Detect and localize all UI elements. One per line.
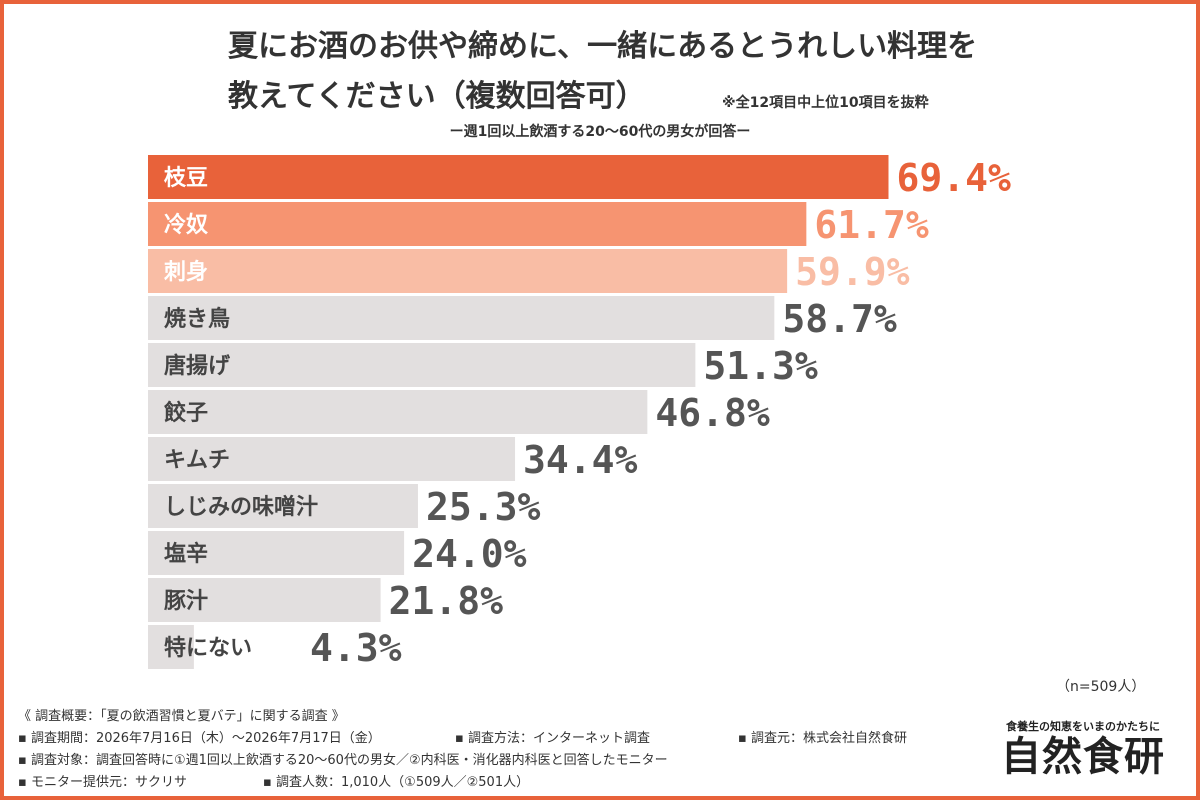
value-label-10: 4.3% — [310, 626, 402, 670]
chart-title: 夏にお酒のお供や締めに、一緒にあるとうれしい料理を 教えてください（複数回答可） — [228, 22, 1028, 122]
brand-name: 自然食研 — [1001, 734, 1165, 780]
bar-8 — [148, 531, 405, 575]
bar-1 — [148, 202, 807, 246]
category-label-3: 焼き鳥 — [164, 306, 230, 332]
category-label-5: 餃子 — [164, 400, 208, 426]
bar-7 — [148, 484, 418, 528]
bar-9 — [148, 578, 381, 622]
bar-6 — [148, 437, 516, 481]
brand-logo: 食養生の知恵をいまのかたちに 自然食研 — [990, 718, 1176, 780]
value-label-9: 21.8% — [389, 579, 504, 623]
bar-4 — [148, 343, 696, 387]
bar-chart: 枝豆 69.4% 冷奴 61.7% 刺身 59.9% 焼き鳥 58.7% 唐揚げ 51.3% 餃子 4… — [148, 155, 1011, 670]
category-label-6: キムチ — [164, 448, 230, 473]
survey-count: ▪ 調査人数：1,010人（①509人／②501人） — [263, 775, 530, 790]
title-line-1: 夏にお酒のお供や締めに、一緒にあるとうれしい料理を — [228, 29, 978, 64]
category-label-1: 冷奴 — [164, 212, 208, 238]
value-label-5: 46.8% — [655, 391, 770, 435]
value-label-6: 34.4% — [523, 438, 638, 482]
survey-period: ▪ 調査期間：2026年7月16日（木）〜2026年7月17日（金） — [18, 731, 381, 746]
survey-target: ▪ 調査対象：調査回答時に①週1回以上飲酒する20〜60代の男女／②内科医・消化… — [18, 753, 668, 768]
bar-0 — [148, 155, 889, 199]
value-label-2: 59.9% — [795, 250, 910, 294]
value-label-4: 51.3% — [703, 344, 818, 388]
value-label-8: 24.0% — [412, 532, 527, 576]
chart-subtitle: ー週1回以上飲酒する20〜60代の男女が回答ー — [449, 124, 751, 140]
bar-2 — [148, 249, 788, 293]
survey-method: ▪ 調査方法：インターネット調査 — [455, 731, 650, 746]
category-label-8: 塩辛 — [164, 541, 208, 567]
survey-overview: 《 調査概要：「夏の飲酒習慣と夏バテ」に関する調査 》 ▪ 調査期間：2026年… — [18, 706, 907, 794]
category-label-2: 刺身 — [164, 259, 208, 285]
bar-3 — [148, 296, 775, 340]
value-label-7: 25.3% — [426, 485, 541, 529]
bar-10 — [148, 625, 194, 669]
value-label-3: 58.7% — [782, 297, 897, 341]
category-label-0: 枝豆 — [164, 166, 208, 191]
title-line-2: 教えてください（複数回答可） — [228, 79, 646, 114]
survey-line-1: ▪ 調査期間：2026年7月16日（木）〜2026年7月17日（金） ▪ 調査方法… — [18, 728, 907, 750]
survey-source: ▪ 調査元：株式会社自然食研 — [738, 731, 907, 746]
bar-5 — [148, 390, 648, 434]
survey-line-3: ▪ モニター提供元：サクリサ ▪ 調査人数：1,010人（①509人／②501人） — [18, 772, 907, 794]
category-label-4: 唐揚げ — [164, 353, 231, 379]
category-label-7: しじみの味噌汁 — [164, 494, 318, 520]
survey-heading: 《 調査概要：「夏の飲酒習慣と夏バテ」に関する調査 》 — [18, 709, 345, 724]
value-label-0: 69.4% — [896, 156, 1011, 200]
brand-tagline: 食養生の知恵をいまのかたちに — [1006, 720, 1160, 733]
sample-size: （n=509人） — [1056, 679, 1146, 695]
category-label-10: 特にない — [164, 635, 252, 661]
survey-provider: ▪ モニター提供元：サクリサ — [18, 775, 187, 790]
category-label-9: 豚汁 — [164, 589, 208, 614]
selection-note: ※全12項目中上位10項目を抜粋 — [722, 95, 929, 111]
value-label-1: 61.7% — [814, 203, 929, 247]
